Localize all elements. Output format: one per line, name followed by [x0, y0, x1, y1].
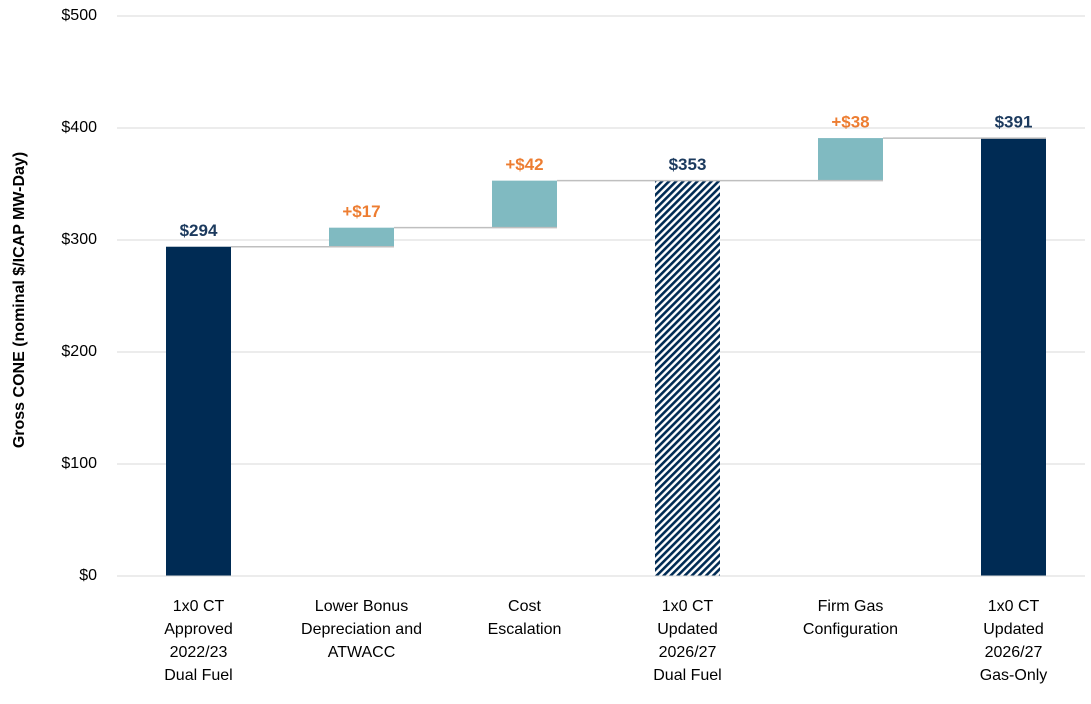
y-tick-label: $0 [79, 567, 97, 584]
x-tick-label: Cost [508, 598, 541, 615]
bar [981, 138, 1046, 576]
value-label: +$42 [505, 155, 543, 174]
value-label: $294 [180, 221, 218, 240]
x-tick-label: 1x0 CT [173, 598, 225, 615]
bar [818, 138, 883, 181]
x-tick-label: Firm Gas [818, 598, 884, 615]
value-label: +$17 [342, 202, 380, 221]
bar [492, 180, 557, 228]
y-axis-title: Gross CONE (nominal $/ICAP MW-Day) [11, 152, 28, 448]
x-tick-label: 2026/27 [659, 644, 717, 661]
x-tick-label: Approved [164, 621, 233, 638]
x-tick-label: Lower Bonus [315, 598, 408, 615]
y-tick-label: $400 [61, 119, 97, 136]
x-tick-label: 1x0 CT [662, 598, 714, 615]
x-tick-label: Dual Fuel [164, 667, 232, 684]
x-tick-label: Dual Fuel [653, 667, 721, 684]
y-tick-label: $100 [61, 455, 97, 472]
x-tick-label: Escalation [488, 621, 562, 638]
y-tick-label: $300 [61, 231, 97, 248]
bar [166, 246, 231, 576]
x-tick-label: Configuration [803, 621, 898, 638]
y-tick-label: $500 [61, 7, 97, 24]
x-tick-label: Updated [657, 621, 718, 638]
x-tick-label: ATWACC [328, 644, 396, 661]
x-tick-label: Gas-Only [980, 667, 1048, 684]
y-tick-label: $200 [61, 343, 97, 360]
x-tick-label: Depreciation and [301, 621, 422, 638]
bar [329, 227, 394, 247]
bar [655, 180, 720, 576]
value-label: +$38 [831, 113, 869, 132]
x-tick-label: 2022/23 [170, 644, 228, 661]
value-label: $353 [669, 155, 707, 174]
x-tick-label: 2026/27 [985, 644, 1043, 661]
x-tick-label: 1x0 CT [988, 598, 1040, 615]
value-label: $391 [995, 113, 1033, 132]
x-tick-label: Updated [983, 621, 1044, 638]
